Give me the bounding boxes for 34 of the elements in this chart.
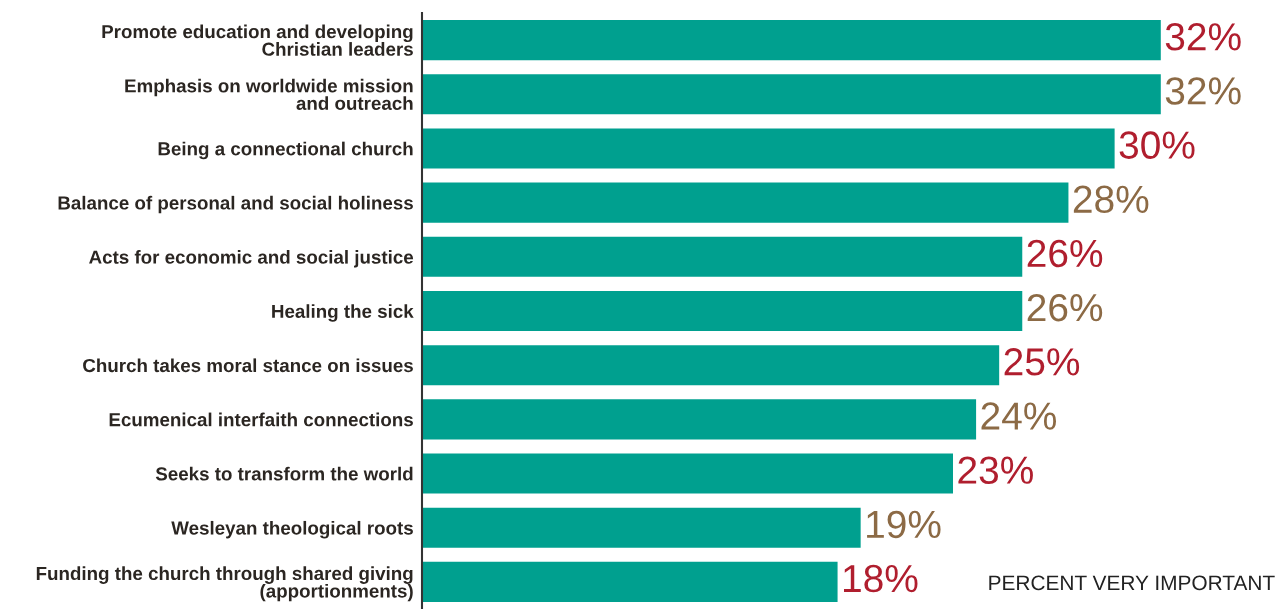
y-tick-label: Promote education and developing Christian leaders xyxy=(102,24,413,56)
bar xyxy=(422,290,1023,332)
data-label: 19% xyxy=(867,510,941,539)
bar xyxy=(422,74,1161,115)
y-tick-label: Church takes moral stance on issues xyxy=(83,358,413,373)
bar xyxy=(422,182,1069,223)
y-tick-label: Acts for economic and social justice xyxy=(89,250,414,268)
y-tick-label: Balance of personal and social holiness xyxy=(58,195,413,214)
bar xyxy=(422,20,1161,61)
data-label: 25% xyxy=(1004,348,1080,376)
y-tick-label: Seeks to transform the world xyxy=(155,466,413,481)
y-tick-label: Being a connectional church xyxy=(158,141,413,160)
bar xyxy=(422,561,838,602)
data-label: 30% xyxy=(1119,131,1195,159)
annotation: PERCENT VERY IMPORTANT xyxy=(989,575,1275,591)
bar xyxy=(422,236,1023,277)
y-tick-label: Ecumenical interfaith connections xyxy=(109,412,413,427)
bar xyxy=(422,399,977,440)
data-label: 26% xyxy=(1027,293,1103,322)
data-label: 32% xyxy=(1165,22,1241,51)
bar xyxy=(422,128,1115,169)
bar xyxy=(422,453,954,494)
data-label: 23% xyxy=(958,456,1033,484)
data-label: 24% xyxy=(981,402,1057,430)
y-tick-label: Emphasis on worldwide mission and outreach xyxy=(125,78,413,110)
bar xyxy=(422,507,861,548)
data-label: 26% xyxy=(1027,239,1103,268)
y-tick-label: Funding the church through shared giving (apportionments) xyxy=(36,566,413,602)
data-label: 18% xyxy=(844,564,918,593)
data-label: 32% xyxy=(1165,77,1241,105)
y-tick-label: Wesleyan theological roots xyxy=(171,520,413,539)
data-label: 28% xyxy=(1073,185,1149,214)
bar xyxy=(422,345,1000,386)
y-tick-label: Healing the sick xyxy=(272,304,414,322)
